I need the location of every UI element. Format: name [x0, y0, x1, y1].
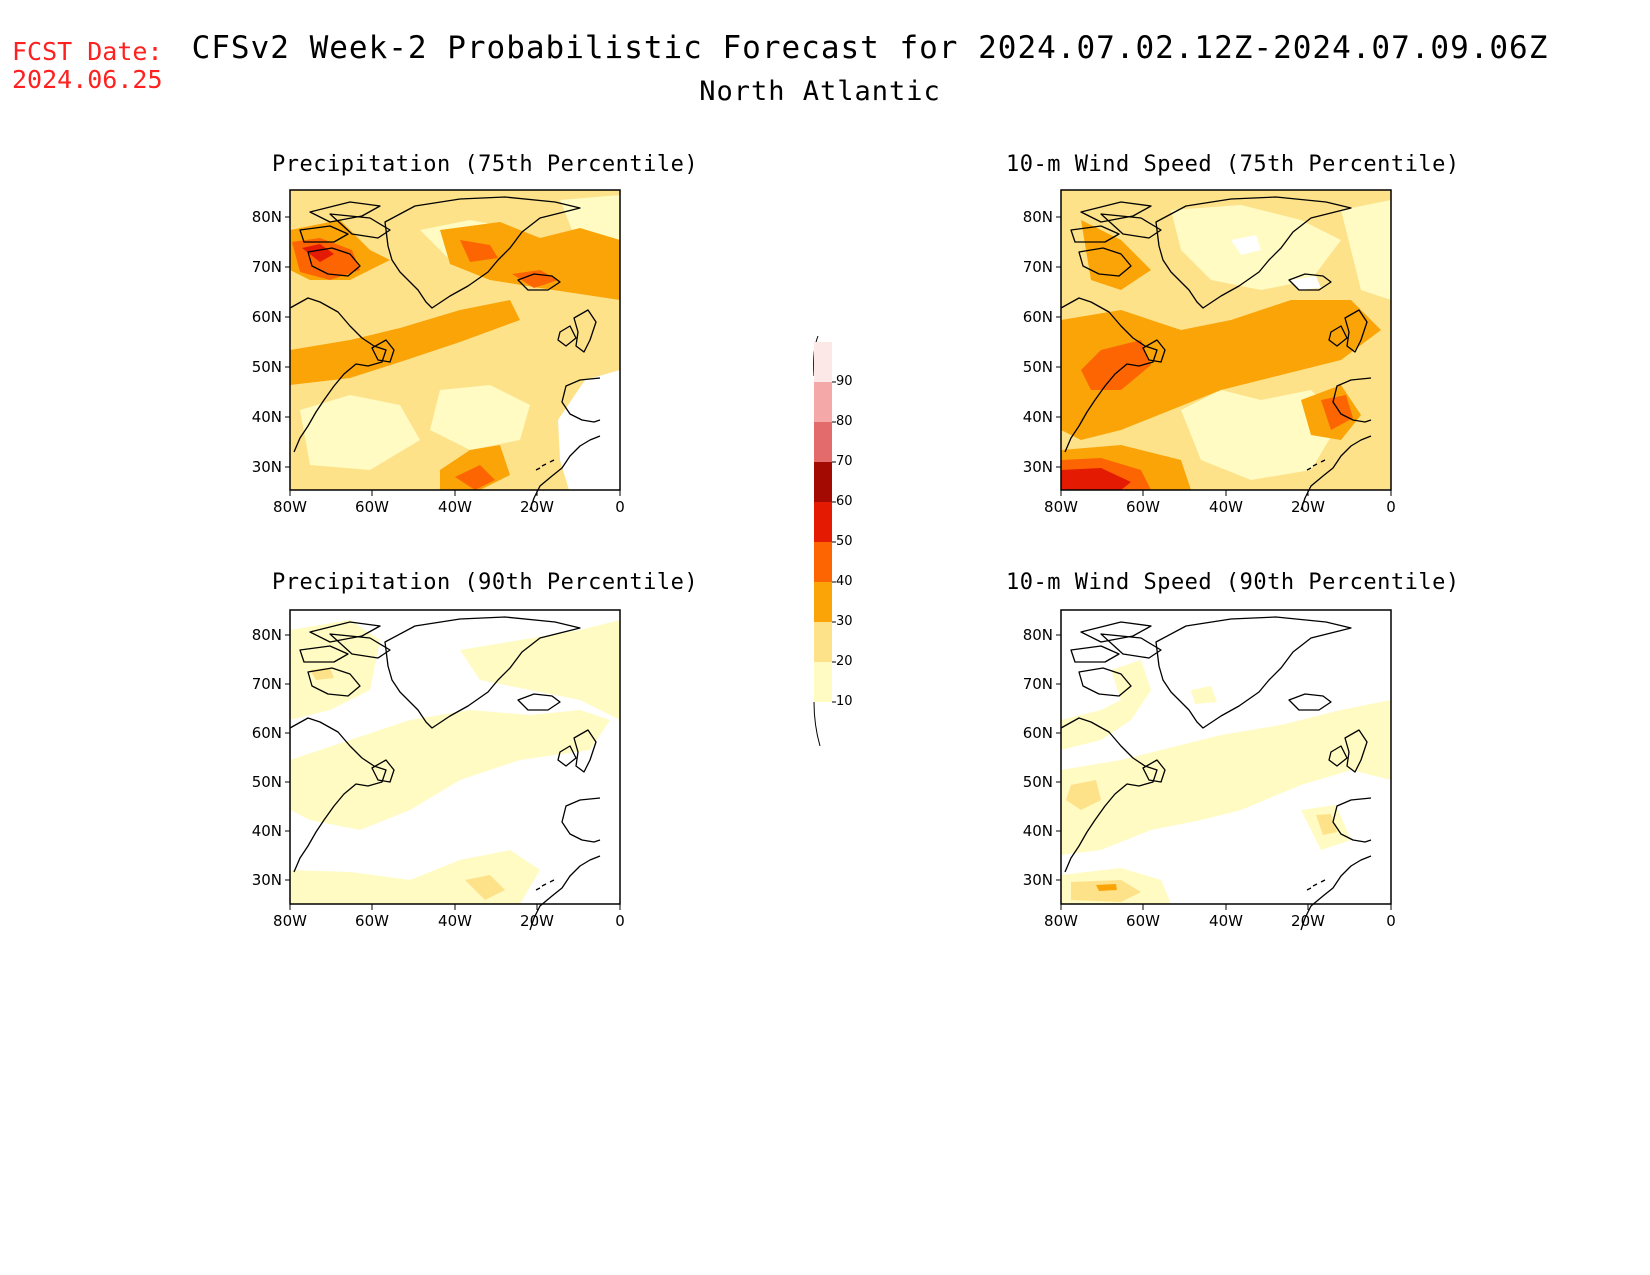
colorbar-swatch [814, 542, 832, 582]
lon-label-60w: 60W [1126, 912, 1160, 930]
forecast-date-value: 2024.06.25 [12, 65, 163, 94]
lat-label-70n: 70N [252, 675, 282, 693]
precip-90-field [290, 610, 620, 904]
map-precip-90: 30N 40N 50N 60N 70N 80N 80W 60W 40W 20W … [252, 609, 625, 931]
panel-title-precip-90: Precipitation (90th Percentile) [272, 570, 699, 595]
lon-label-60w: 60W [355, 912, 389, 930]
lon-axis-wind-75: 80W 60W 40W 20W 0 [1044, 490, 1396, 516]
colorbar-label-60: 60 [836, 494, 853, 509]
colorbar-label-90: 90 [836, 374, 853, 389]
lat-label-40n: 40N [1023, 822, 1053, 840]
lat-label-50n: 50N [1023, 358, 1053, 376]
colorbar-swatches [814, 342, 836, 703]
lon-label-20w: 20W [520, 912, 554, 930]
forecast-date-label: FCST Date: [12, 37, 163, 66]
lon-label-40w: 40W [438, 498, 472, 516]
lat-label-50n: 50N [1023, 773, 1053, 791]
lon-axis-precip-90: 80W 60W 40W 20W 0 [273, 904, 625, 930]
lat-axis-wind-75: 30N 40N 50N 60N 70N 80N [1023, 208, 1061, 476]
lon-label-20w: 20W [1291, 498, 1325, 516]
lat-label-70n: 70N [252, 258, 282, 276]
lat-label-30n: 30N [252, 458, 282, 476]
panel-title-precip-75: Precipitation (75th Percentile) [272, 152, 699, 177]
panel-title-wind-75: 10-m Wind Speed (75th Percentile) [1006, 152, 1460, 177]
panel-title-wind-90: 10-m Wind Speed (90th Percentile) [1006, 570, 1460, 595]
colorbar-label-30: 30 [836, 614, 853, 629]
colorbar-swatch [814, 462, 832, 502]
lat-label-30n: 30N [1023, 458, 1053, 476]
lat-label-80n: 80N [252, 208, 282, 226]
colorbar-label-50: 50 [836, 534, 853, 549]
lat-label-50n: 50N [252, 358, 282, 376]
lon-label-40w: 40W [438, 912, 472, 930]
lon-label-20w: 20W [520, 498, 554, 516]
page-title: CFSv2 Week-2 Probabilistic Forecast for … [191, 30, 1549, 66]
lat-label-30n: 30N [252, 871, 282, 889]
lon-label-60w: 60W [355, 498, 389, 516]
lon-label-60w: 60W [1126, 498, 1160, 516]
colorbar-swatch [814, 662, 832, 702]
lon-axis-precip-75: 80W 60W 40W 20W 0 [273, 490, 625, 516]
forecast-date-block: FCST Date: 2024.06.25 [12, 38, 163, 94]
map-precip-75: 30N 40N 50N 60N 70N 80N 80W 60W 40W 20W … [252, 189, 625, 516]
colorbar-labels: 10 20 30 40 50 60 70 80 90 [836, 374, 853, 709]
lat-label-80n: 80N [1023, 626, 1053, 644]
lon-label-40w: 40W [1209, 498, 1243, 516]
colorbar-swatch [814, 622, 832, 662]
colorbar: 10 20 30 40 50 60 70 80 90 [813, 335, 853, 747]
lat-label-60n: 60N [1023, 724, 1053, 742]
lon-label-20w: 20W [1291, 912, 1325, 930]
wind-75-field [1061, 190, 1391, 490]
precip-75-field [290, 190, 620, 490]
lat-label-70n: 70N [1023, 258, 1053, 276]
colorbar-label-40: 40 [836, 574, 853, 589]
lon-label-80w: 80W [273, 912, 307, 930]
wind-90-field [1061, 610, 1391, 904]
colorbar-swatch [814, 382, 832, 422]
lat-label-60n: 60N [252, 308, 282, 326]
lon-label-0: 0 [1386, 912, 1396, 930]
lat-label-80n: 80N [1023, 208, 1053, 226]
lon-label-40w: 40W [1209, 912, 1243, 930]
region-subtitle: North Atlantic [699, 76, 941, 107]
colorbar-label-80: 80 [836, 414, 853, 429]
lon-label-80w: 80W [273, 498, 307, 516]
lat-label-30n: 30N [1023, 871, 1053, 889]
lon-label-80w: 80W [1044, 912, 1078, 930]
colorbar-swatch [814, 342, 832, 382]
lat-label-40n: 40N [252, 822, 282, 840]
lon-label-80w: 80W [1044, 498, 1078, 516]
lat-axis-precip-75: 30N 40N 50N 60N 70N 80N [252, 208, 290, 476]
lat-label-60n: 60N [252, 724, 282, 742]
colorbar-swatch [814, 582, 832, 622]
colorbar-swatch [814, 422, 832, 462]
map-wind-90: 30N 40N 50N 60N 70N 80N 80W 60W 40W 20W … [1023, 609, 1396, 931]
lat-axis-wind-90: 30N 40N 50N 60N 70N 80N [1023, 626, 1061, 889]
colorbar-label-20: 20 [836, 654, 853, 669]
lon-label-0: 0 [1386, 498, 1396, 516]
lon-label-0: 0 [615, 912, 625, 930]
colorbar-swatch [814, 502, 832, 542]
lat-label-50n: 50N [252, 773, 282, 791]
lat-label-40n: 40N [252, 408, 282, 426]
lat-axis-precip-90: 30N 40N 50N 60N 70N 80N [252, 626, 290, 889]
lon-label-0: 0 [615, 498, 625, 516]
lat-label-40n: 40N [1023, 408, 1053, 426]
colorbar-label-70: 70 [836, 454, 853, 469]
lat-label-70n: 70N [1023, 675, 1053, 693]
colorbar-label-10: 10 [836, 694, 853, 709]
lon-axis-wind-90: 80W 60W 40W 20W 0 [1044, 904, 1396, 930]
lat-label-60n: 60N [1023, 308, 1053, 326]
map-wind-75: 30N 40N 50N 60N 70N 80N 80W 60W 40W 20W … [1023, 189, 1396, 516]
lat-label-80n: 80N [252, 626, 282, 644]
